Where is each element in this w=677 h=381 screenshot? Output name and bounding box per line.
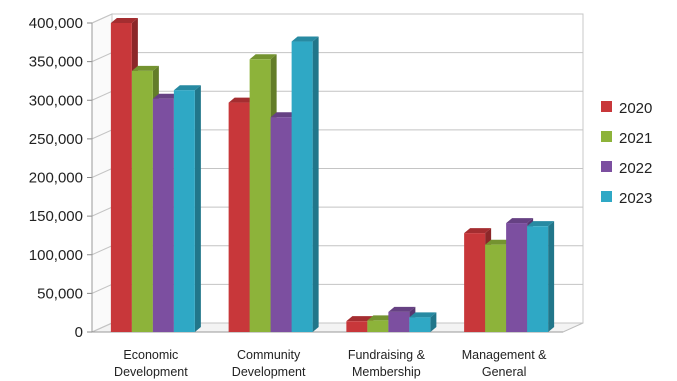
legend-swatch [601,101,612,112]
legend: 2020 2021 2022 2023 [601,100,652,207]
legend-label: 2022 [619,160,652,177]
y-tick-label: 100,000 [29,247,83,264]
y-tick-label: 50,000 [37,285,83,302]
x-category-label: Development [232,365,306,379]
legend-label: 2021 [619,130,652,147]
y-axis: 0 50,000 100,000 150,000 200,000 250,000 300,0… [29,15,563,341]
x-category-label: Management & [462,348,547,362]
bar [409,312,437,332]
legend-swatch [601,191,612,202]
y-tick-label: 300,000 [29,92,83,109]
x-category-label: Fundraising & [348,348,426,362]
x-category-label: Community [237,348,301,362]
y-tick-label: 150,000 [29,208,83,225]
y-tick-label: 400,000 [29,15,83,32]
legend-label: 2020 [619,100,652,117]
x-axis: Economic Development Community Development F… [114,348,547,379]
legend-label: 2023 [619,190,652,207]
legend-swatch [601,131,612,142]
bar [173,85,201,333]
x-category-label: Economic [123,348,178,362]
y-tick-label: 0 [75,324,83,341]
bar [527,221,555,332]
y-tick-label: 350,000 [29,54,83,71]
x-category-label: Development [114,365,188,379]
gridline [91,13,583,24]
x-category-label: General [482,365,526,379]
y-tick-label: 200,000 [29,170,83,187]
y-tick-label: 250,000 [29,131,83,148]
bars [110,18,555,333]
legend-swatch [601,161,612,172]
bar [291,36,319,332]
x-category-label: Membership [352,365,421,379]
